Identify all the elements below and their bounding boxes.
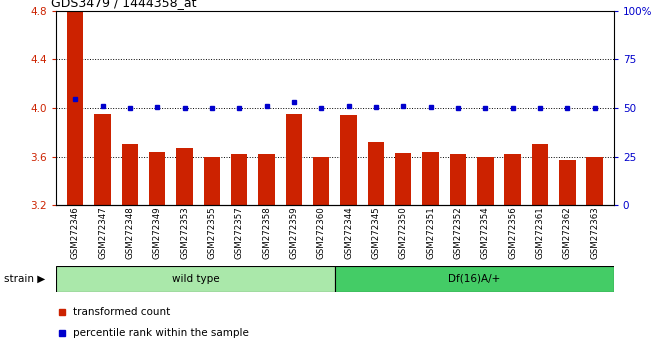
Text: GSM272362: GSM272362 xyxy=(563,206,572,259)
Text: GSM272359: GSM272359 xyxy=(290,206,298,259)
Bar xyxy=(504,154,521,205)
Text: GSM272354: GSM272354 xyxy=(481,206,490,259)
Bar xyxy=(335,266,614,292)
Bar xyxy=(532,144,548,205)
Bar xyxy=(56,266,335,292)
Bar xyxy=(286,114,302,205)
Bar xyxy=(204,156,220,205)
Text: percentile rank within the sample: percentile rank within the sample xyxy=(73,328,249,338)
Text: GSM272351: GSM272351 xyxy=(426,206,435,259)
Text: GSM272349: GSM272349 xyxy=(152,206,162,259)
Text: GSM272348: GSM272348 xyxy=(125,206,135,259)
Bar xyxy=(176,148,193,205)
Bar xyxy=(341,115,357,205)
Text: GSM272356: GSM272356 xyxy=(508,206,517,259)
Bar xyxy=(368,142,384,205)
Text: GSM272347: GSM272347 xyxy=(98,206,107,259)
Bar xyxy=(259,154,275,205)
Bar xyxy=(94,114,111,205)
Text: GSM272344: GSM272344 xyxy=(344,206,353,259)
Text: GSM272355: GSM272355 xyxy=(207,206,216,259)
Text: GSM272345: GSM272345 xyxy=(372,206,380,259)
Bar xyxy=(422,152,439,205)
Bar xyxy=(67,11,83,205)
Bar xyxy=(121,144,138,205)
Text: GSM272358: GSM272358 xyxy=(262,206,271,259)
Text: GDS3479 / 1444358_at: GDS3479 / 1444358_at xyxy=(51,0,196,10)
Text: transformed count: transformed count xyxy=(73,307,170,316)
Bar xyxy=(449,154,466,205)
Text: GSM272360: GSM272360 xyxy=(317,206,326,259)
Bar xyxy=(587,156,603,205)
Bar xyxy=(231,154,248,205)
Bar xyxy=(395,153,411,205)
Text: GSM272357: GSM272357 xyxy=(235,206,244,259)
Bar xyxy=(477,156,494,205)
Text: GSM272352: GSM272352 xyxy=(453,206,463,259)
Text: GSM272363: GSM272363 xyxy=(590,206,599,259)
Text: GSM272346: GSM272346 xyxy=(71,206,80,259)
Text: GSM272350: GSM272350 xyxy=(399,206,408,259)
Text: GSM272353: GSM272353 xyxy=(180,206,189,259)
Text: GSM272361: GSM272361 xyxy=(535,206,544,259)
Text: wild type: wild type xyxy=(172,274,219,284)
Bar xyxy=(559,160,576,205)
Bar xyxy=(313,156,329,205)
Bar xyxy=(149,152,166,205)
Text: Df(16)A/+: Df(16)A/+ xyxy=(448,274,500,284)
Text: strain ▶: strain ▶ xyxy=(5,274,46,284)
